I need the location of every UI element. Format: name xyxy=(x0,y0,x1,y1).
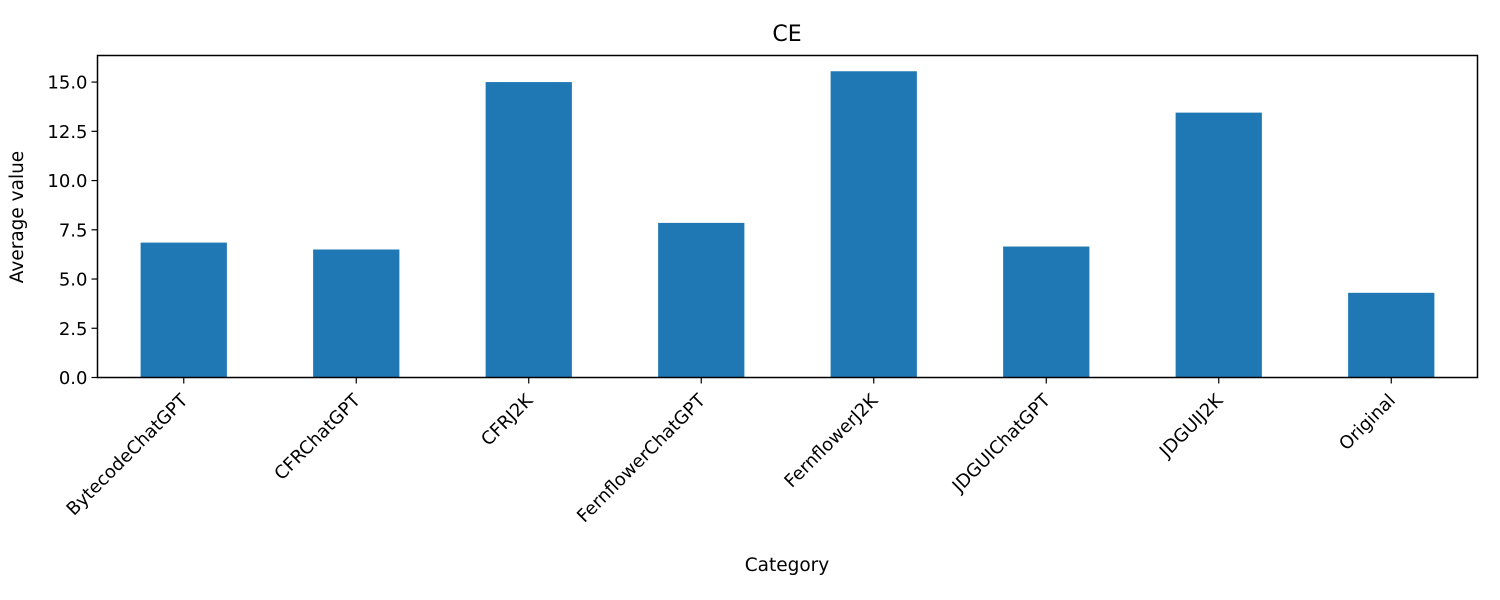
bar-FernflowerJ2K xyxy=(830,71,917,378)
x-tick-label-CFRChatGPT: CFRChatGPT xyxy=(270,389,365,484)
x-tick-label-JDGUIChatGPT: JDGUIChatGPT xyxy=(948,389,1056,497)
y-tick-label-7.5: 7.5 xyxy=(59,220,88,241)
plot-frame xyxy=(96,54,1479,379)
y-tick-label-15.0: 15.0 xyxy=(47,73,87,94)
y-tick-label-10.0: 10.0 xyxy=(47,171,87,192)
bar-JDGUIChatGPT xyxy=(1003,246,1090,378)
chart-title: CE xyxy=(772,22,801,47)
bars-group xyxy=(140,71,1435,378)
x-axis-label: Category xyxy=(745,555,830,576)
y-axis: 0.0 2.5 5.0 7.5 10.0 12.5 15.0 xyxy=(47,73,98,389)
x-tick-label-CFRJ2K: CFRJ2K xyxy=(477,389,538,450)
bar-BytecodeChatGPT xyxy=(140,242,227,378)
y-axis-label: Average value xyxy=(7,151,28,283)
x-tick-label-FernflowerJ2K: FernflowerJ2K xyxy=(780,389,883,492)
x-axis: BytecodeChatGPT CFRChatGPT CFRJ2K Fernflowe… xyxy=(63,377,1400,527)
y-tick-label-2.5: 2.5 xyxy=(59,319,88,340)
x-tick-label-FernflowerChatGPT: FernflowerChatGPT xyxy=(573,389,710,526)
bar-JDGUIJ2K xyxy=(1175,112,1262,378)
x-tick-label-Original: Original xyxy=(1335,390,1400,455)
x-tick-label-BytecodeChatGPT: BytecodeChatGPT xyxy=(63,389,193,519)
bar-CFRChatGPT xyxy=(313,249,400,378)
y-tick-label-0.0: 0.0 xyxy=(59,368,88,389)
bar-Original xyxy=(1348,292,1435,378)
bar-FernflowerChatGPT xyxy=(658,222,745,378)
bar-CFRJ2K xyxy=(485,82,572,378)
y-tick-label-5.0: 5.0 xyxy=(59,270,88,291)
y-tick-label-12.5: 12.5 xyxy=(47,122,87,143)
x-tick-label-JDGUIJ2K: JDGUIJ2K xyxy=(1155,389,1228,462)
